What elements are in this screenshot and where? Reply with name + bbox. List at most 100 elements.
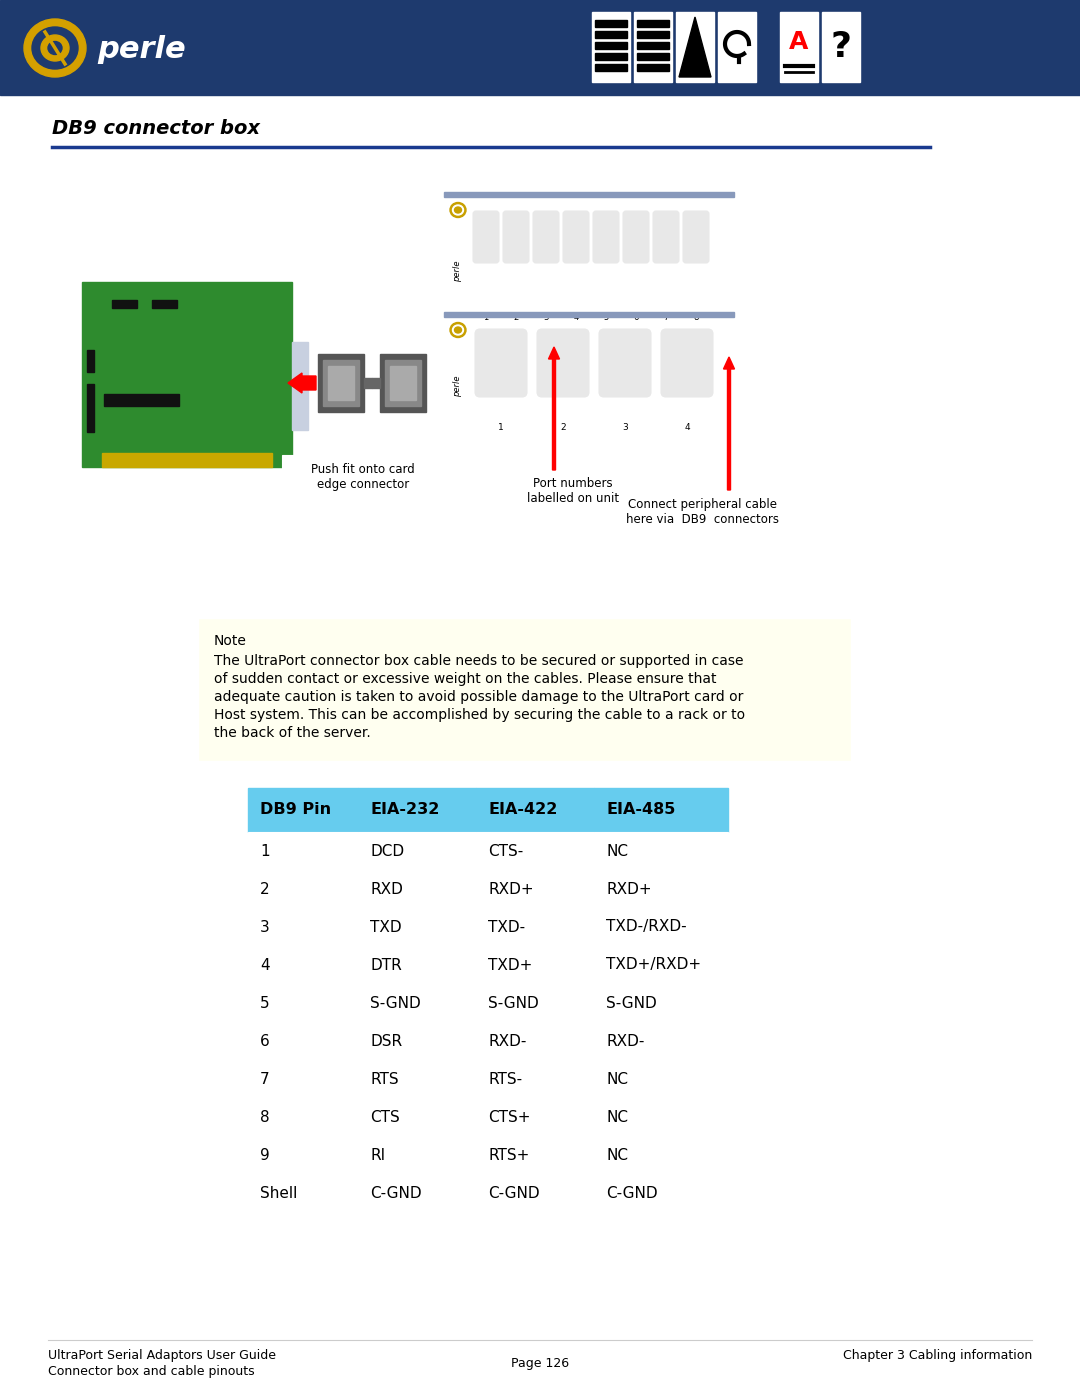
Text: adequate caution is taken to avoid possible damage to the UltraPort card or: adequate caution is taken to avoid possi… xyxy=(214,690,743,704)
Bar xyxy=(595,31,627,38)
Bar xyxy=(637,64,669,71)
Text: CTS: CTS xyxy=(370,1109,400,1125)
Bar xyxy=(104,394,179,407)
Bar xyxy=(248,946,357,983)
Text: 3: 3 xyxy=(260,919,270,935)
Bar xyxy=(594,908,728,946)
Bar xyxy=(357,1060,476,1098)
Text: perle: perle xyxy=(97,35,186,64)
Bar xyxy=(248,983,357,1023)
Text: DTR: DTR xyxy=(370,957,402,972)
Bar xyxy=(594,983,728,1023)
Text: 2: 2 xyxy=(561,423,566,433)
Text: C-GND: C-GND xyxy=(488,1186,540,1200)
Bar xyxy=(476,788,594,833)
Ellipse shape xyxy=(32,27,78,68)
Bar xyxy=(357,1098,476,1136)
Text: ?: ? xyxy=(831,29,851,64)
Bar xyxy=(634,13,672,82)
Ellipse shape xyxy=(455,327,461,332)
Bar xyxy=(248,1098,357,1136)
Bar xyxy=(595,20,627,27)
FancyArrow shape xyxy=(288,373,316,393)
Bar xyxy=(476,1060,594,1098)
Text: TXD+: TXD+ xyxy=(488,957,532,972)
Bar xyxy=(328,366,354,400)
Text: 9: 9 xyxy=(260,1147,270,1162)
Bar xyxy=(248,833,357,870)
Bar xyxy=(248,1060,357,1098)
Bar xyxy=(595,53,627,60)
Bar xyxy=(718,13,756,82)
Ellipse shape xyxy=(455,207,461,212)
Text: TXD+/RXD+: TXD+/RXD+ xyxy=(606,957,701,972)
Text: 7: 7 xyxy=(663,313,669,323)
FancyBboxPatch shape xyxy=(599,330,651,397)
Bar xyxy=(476,983,594,1023)
Text: NC: NC xyxy=(606,844,627,859)
Bar xyxy=(637,31,669,38)
Bar xyxy=(594,833,728,870)
Text: 8: 8 xyxy=(260,1109,270,1125)
FancyBboxPatch shape xyxy=(683,211,708,263)
Text: DSR: DSR xyxy=(370,1034,402,1049)
Text: 5: 5 xyxy=(604,313,609,323)
FancyBboxPatch shape xyxy=(475,330,527,397)
Bar xyxy=(384,360,421,407)
Text: perle: perle xyxy=(454,376,462,397)
Bar xyxy=(248,788,357,833)
Bar xyxy=(476,1136,594,1173)
Bar xyxy=(476,908,594,946)
Text: 3: 3 xyxy=(622,423,627,433)
Text: 1: 1 xyxy=(498,423,504,433)
Text: 2: 2 xyxy=(260,882,270,897)
FancyArrow shape xyxy=(724,358,734,490)
Text: TXD-: TXD- xyxy=(488,919,525,935)
Text: EIA-422: EIA-422 xyxy=(488,802,557,817)
FancyBboxPatch shape xyxy=(473,211,499,263)
Bar xyxy=(594,946,728,983)
Bar xyxy=(780,13,818,82)
Text: perle: perle xyxy=(454,260,462,282)
Text: RTS: RTS xyxy=(370,1071,399,1087)
Bar xyxy=(444,312,734,317)
Ellipse shape xyxy=(24,20,86,77)
Bar xyxy=(357,1173,476,1213)
Ellipse shape xyxy=(450,323,465,338)
Bar xyxy=(595,64,627,71)
Bar xyxy=(444,312,734,440)
Polygon shape xyxy=(679,17,711,77)
Text: EIA-232: EIA-232 xyxy=(370,802,440,817)
Text: RXD+: RXD+ xyxy=(488,882,534,897)
Text: EIA-485: EIA-485 xyxy=(606,802,675,817)
Text: of sudden contact or excessive weight on the cables. Please ensure that: of sudden contact or excessive weight on… xyxy=(214,672,716,686)
Text: Connector box and cable pinouts: Connector box and cable pinouts xyxy=(48,1365,255,1379)
Bar xyxy=(357,870,476,908)
Bar xyxy=(637,42,669,49)
Bar xyxy=(357,908,476,946)
Text: The UltraPort connector box cable needs to be secured or supported in case: The UltraPort connector box cable needs … xyxy=(214,654,743,668)
Text: NC: NC xyxy=(606,1071,627,1087)
Text: Host system. This can be accomplished by securing the cable to a rack or to: Host system. This can be accomplished by… xyxy=(214,708,745,722)
Text: S-GND: S-GND xyxy=(370,996,421,1010)
Text: RTS+: RTS+ xyxy=(488,1147,529,1162)
Bar xyxy=(0,0,1080,95)
Bar xyxy=(372,379,380,388)
Text: RI: RI xyxy=(370,1147,386,1162)
Text: RXD+: RXD+ xyxy=(606,882,651,897)
FancyBboxPatch shape xyxy=(623,211,649,263)
Bar xyxy=(292,342,308,430)
Ellipse shape xyxy=(450,203,465,218)
Bar xyxy=(476,1023,594,1060)
Bar xyxy=(357,1136,476,1173)
Text: Page 126: Page 126 xyxy=(511,1358,569,1370)
Bar xyxy=(357,833,476,870)
Bar xyxy=(637,53,669,60)
Text: S-GND: S-GND xyxy=(606,996,657,1010)
Text: A: A xyxy=(789,29,809,54)
Bar xyxy=(357,788,476,833)
Bar xyxy=(676,13,714,82)
Bar xyxy=(594,1060,728,1098)
FancyArrow shape xyxy=(549,346,559,469)
Text: 1: 1 xyxy=(484,313,488,323)
